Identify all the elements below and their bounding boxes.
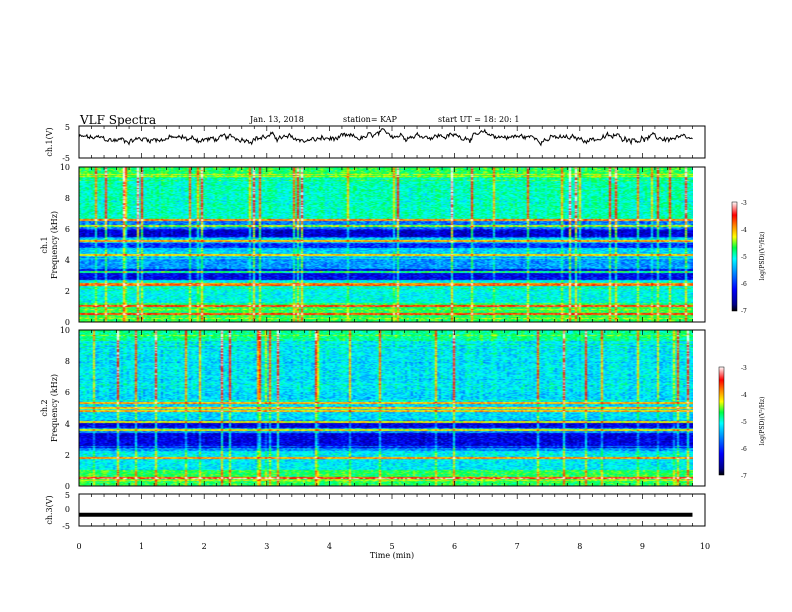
- ch2-ytick-10: 10: [60, 326, 70, 335]
- figure-title: VLF Spectra: [80, 113, 157, 127]
- ch2-ytick-2: 2: [65, 451, 70, 460]
- time-tick-label: 6: [452, 542, 457, 551]
- time-tick-label: 0: [76, 542, 81, 551]
- cb1-tick-m5: -5: [741, 254, 747, 261]
- ch1-ytick-10: 10: [60, 163, 70, 172]
- time-tick-label: 5: [389, 542, 394, 551]
- time-tick-label: 3: [264, 542, 269, 551]
- time-tick-label: 2: [202, 542, 207, 551]
- ch1-spec-ylabel-ch: ch.1: [40, 236, 49, 253]
- ch1-ytick-0: 0: [65, 318, 70, 327]
- ch1-ytick-4: 4: [65, 256, 70, 265]
- ch1-ytick-6: 6: [65, 225, 70, 234]
- ch2-spec-ylabel-ch: ch.2: [40, 399, 49, 416]
- station-label: station= KAP: [343, 115, 397, 124]
- ch1-ytick-8: 8: [65, 194, 70, 203]
- ch3-ytick-mid: 0: [65, 505, 70, 514]
- ch1-voltage-ylabel: ch.1(V): [45, 127, 54, 156]
- ch2-ytick-4: 4: [65, 420, 70, 429]
- cb2-tick-m5: -5: [741, 419, 747, 426]
- ch2-spec-ylabel-freq: Frequency (kHz): [50, 374, 59, 442]
- time-axis: 0 1 2 3 4 5 6 7 8 9 10: [76, 542, 710, 551]
- time-tick-label: 1: [139, 542, 144, 551]
- cb1-tick-m4: -4: [741, 227, 747, 234]
- ch2-spectrogram-image: [79, 330, 693, 486]
- cb2-tick-m6: -6: [741, 446, 747, 453]
- time-tick-label: 4: [327, 542, 332, 551]
- ch2-spectrogram-panel: 10 8 6 4 2 0 ch.2 Frequency (kHz) -3 -4 …: [40, 326, 766, 491]
- ch1-ytick-bottom: -5: [62, 154, 70, 163]
- time-tick-label: 9: [640, 542, 645, 551]
- cb2-label: log(PSD)(V²/Hz): [759, 397, 766, 446]
- ch1-spec-ylabel-freq: Frequency (kHz): [50, 211, 59, 279]
- ch2-ytick-8: 8: [65, 357, 70, 366]
- cb1-tick-m7: -7: [741, 308, 747, 315]
- ch2-ytick-6: 6: [65, 388, 70, 397]
- time-tick-marks: [78, 126, 706, 526]
- ch1-ytick-2: 2: [65, 287, 70, 296]
- start-time-label: start UT = 18: 20: 1: [438, 115, 520, 124]
- cb2-tick-m3: -3: [741, 365, 747, 372]
- ch1-voltage-panel: 5 -5 ch.1(V): [45, 123, 706, 163]
- ch3-voltage-panel: 5 0 -5 ch.3(V): [45, 491, 706, 531]
- ch3-voltage-ylabel: ch.3(V): [45, 495, 54, 524]
- ch2-ytick-0: 0: [65, 482, 70, 491]
- ch1-colorbar: [731, 201, 738, 312]
- date-label: Jan. 13, 2018: [250, 115, 304, 124]
- ch3-ytick-top: 5: [65, 491, 70, 500]
- ch1-spectrogram-image: [79, 167, 693, 322]
- cb1-label: log(PSD)(V²/Hz): [759, 232, 766, 281]
- ch1-ytick-top: 5: [65, 123, 70, 132]
- cb2-tick-m7: -7: [741, 473, 747, 480]
- ch3-ytick-bottom: -5: [62, 522, 70, 531]
- cb2-tick-m4: -4: [741, 392, 747, 399]
- time-tick-label: 8: [577, 542, 582, 551]
- time-tick-label: 7: [515, 542, 520, 551]
- ch1-voltage-trace: [78, 128, 693, 147]
- time-axis-label: Time (min): [370, 551, 414, 560]
- time-tick-label: 10: [700, 542, 710, 551]
- cb1-tick-m3: -3: [741, 200, 747, 207]
- cb1-tick-m6: -6: [741, 281, 747, 288]
- ch2-colorbar: [718, 366, 725, 476]
- ch1-spectrogram-panel: 10 8 6 4 2 0 ch.1 Frequency (kHz) -3 -4 …: [40, 163, 766, 327]
